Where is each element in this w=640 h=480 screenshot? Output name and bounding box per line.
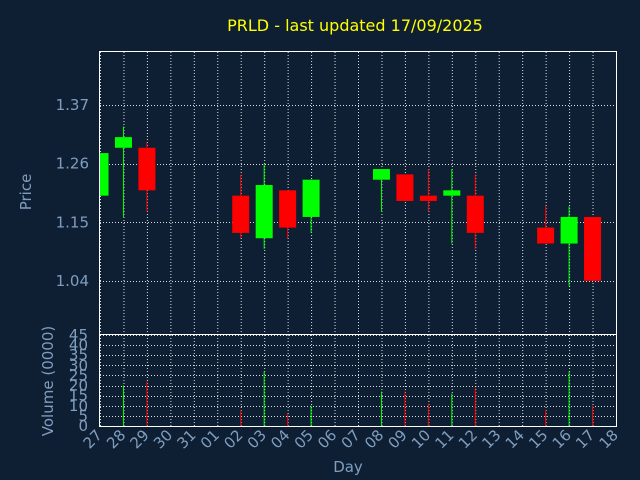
candle-body	[255, 185, 273, 239]
chart-title: PRLD - last updated 17/09/2025	[227, 16, 483, 35]
candle	[537, 206, 555, 244]
candle	[396, 174, 414, 201]
candle	[302, 179, 320, 233]
candle-body	[372, 169, 390, 180]
x-tick-label: 04	[267, 426, 293, 452]
x-tick-label: 05	[291, 426, 317, 452]
x-tick-label: 30	[150, 426, 176, 452]
candle	[372, 169, 390, 212]
candle	[114, 126, 132, 217]
candle	[419, 169, 437, 212]
candle-body	[114, 137, 132, 148]
x-tick-label: 07	[338, 426, 364, 452]
candle	[560, 206, 578, 287]
volume-bars	[122, 371, 594, 426]
x-tick-label: 14	[502, 426, 528, 452]
x-tick-label: 13	[478, 426, 504, 452]
price-tick-label: 1.37	[56, 96, 89, 114]
x-tick-label: 11	[431, 426, 457, 452]
candle-body	[419, 195, 437, 201]
volume-tick-label: 40	[69, 336, 88, 354]
x-tick-label: 03	[244, 426, 270, 452]
x-tick-label: 12	[455, 426, 481, 452]
volume-tick-label: 25	[69, 366, 88, 384]
candles	[99, 126, 602, 287]
volume-tick-label: 5	[78, 407, 88, 425]
candle-body	[232, 195, 250, 233]
candle-body	[279, 190, 297, 228]
price-tick-label: 1.15	[56, 213, 89, 231]
x-tick-label: 06	[314, 426, 340, 452]
price-tick-labels: 1.04 1.15 1.26 1.37	[56, 96, 89, 290]
x-tick-label: 01	[197, 426, 223, 452]
x-tick-label: 17	[572, 426, 598, 452]
volume-tick-label: 35	[69, 346, 88, 364]
price-grid	[100, 52, 617, 334]
price-tick-label: 1.26	[56, 155, 89, 173]
volume-tick-label: 20	[69, 377, 88, 395]
candle	[138, 142, 156, 212]
volume-tick-label: 10	[69, 397, 88, 415]
volume-tick-label: 15	[69, 387, 88, 405]
volume-axis-label: Volume (0000)	[39, 326, 57, 436]
candle	[466, 174, 484, 249]
candle-body	[584, 216, 602, 281]
x-tick-labels: 2728293031010203040506070809101112131415…	[80, 426, 622, 452]
candle-body	[466, 195, 484, 233]
x-tick-label: 28	[103, 426, 129, 452]
x-tick-label: 09	[385, 426, 411, 452]
candle	[99, 153, 109, 196]
x-tick-label: 18	[596, 426, 622, 452]
candle-body	[396, 174, 414, 201]
x-tick-label: 31	[173, 426, 199, 452]
x-axis-label: Day	[333, 458, 363, 476]
x-tick-label: 10	[408, 426, 434, 452]
candle	[584, 216, 602, 281]
candle	[232, 174, 250, 239]
volume-grid	[100, 335, 617, 427]
x-tick-label: 02	[220, 426, 246, 452]
x-tick-label: 29	[127, 426, 153, 452]
y-axis-label: Price	[17, 174, 35, 211]
volume-tick-label: 30	[69, 356, 88, 374]
x-tick-label: 15	[525, 426, 551, 452]
candle-body	[302, 179, 320, 217]
candle-body	[138, 147, 156, 191]
volume-tick-label: 45	[69, 326, 88, 344]
candle-body	[100, 153, 109, 196]
x-tick-label: 16	[549, 426, 575, 452]
candle	[255, 163, 273, 249]
candle-body	[537, 227, 555, 244]
candle	[279, 190, 297, 239]
candle-body	[560, 216, 578, 244]
x-tick-label: 08	[361, 426, 387, 452]
candle	[443, 169, 461, 244]
price-tick-label: 1.04	[56, 272, 89, 290]
volume-tick-label: 0	[78, 417, 88, 435]
candle-body	[443, 190, 461, 196]
volume-panel-frame	[99, 334, 617, 427]
